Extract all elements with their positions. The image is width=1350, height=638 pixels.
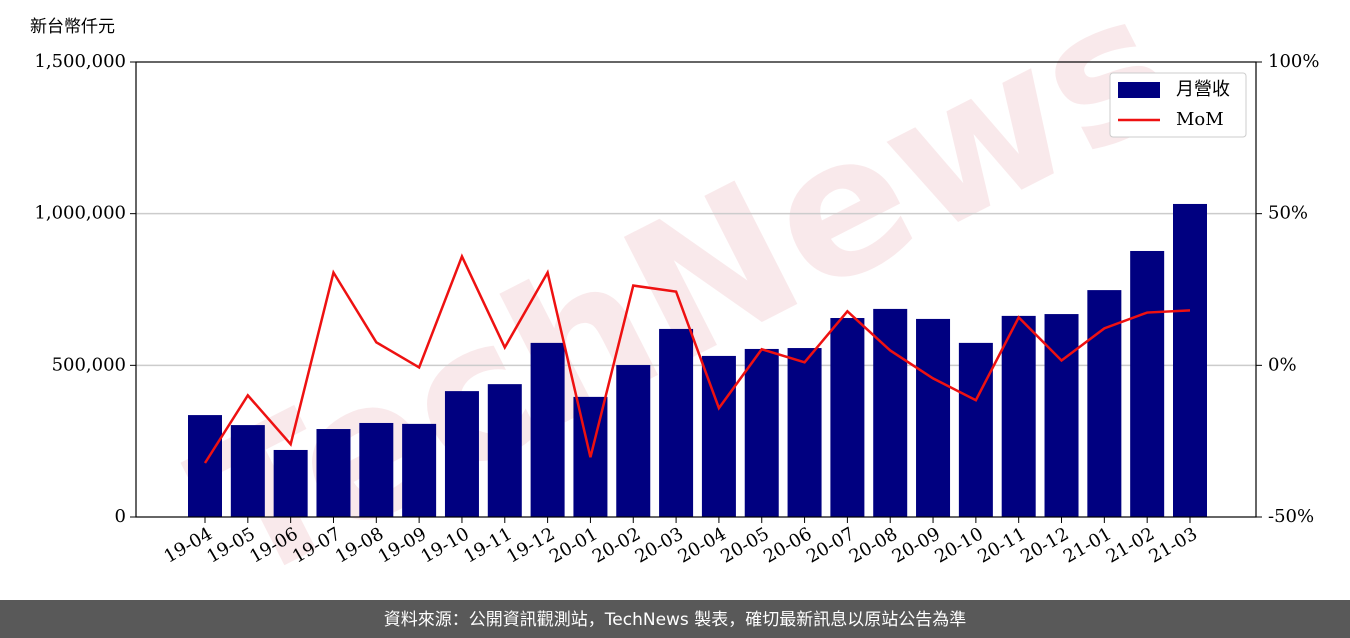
bar: [530, 342, 565, 517]
x-tick-label: 21-02: [1103, 523, 1158, 567]
y2-tick-label: -50%: [1268, 506, 1314, 527]
bar: [230, 425, 265, 517]
bar: [744, 348, 779, 517]
bar: [359, 422, 394, 517]
bar: [273, 449, 308, 517]
bar: [188, 415, 222, 517]
footer: 資料來源：公開資訊觀測站，TechNews 製表，確切最新訊息以原站公告為準: [384, 610, 966, 630]
x-tick-label: 19-04: [161, 523, 216, 567]
legend-swatch: [1118, 82, 1160, 98]
bar: [1001, 315, 1036, 517]
x-tick-label: 19-11: [460, 523, 515, 567]
y2-tick-label: 100%: [1268, 51, 1319, 72]
y-axis-unit: 新台幣仟元: [30, 17, 115, 37]
bar: [316, 429, 351, 517]
line: [203, 253, 1191, 464]
legend-label: 月營收: [1176, 79, 1230, 100]
bar: [701, 355, 736, 517]
bar: [1130, 250, 1165, 517]
bar: [1044, 314, 1079, 517]
x-tick-label: 20-02: [589, 523, 644, 567]
y-tick-label: 500,000: [52, 354, 126, 375]
plot-frame: [135, 61, 1257, 518]
y2-tick-label: 50%: [1268, 203, 1308, 224]
legend-label: MoM: [1176, 109, 1224, 130]
footer-band: [0, 600, 1350, 638]
bar: [616, 365, 651, 517]
x-tick-label: 20-09: [889, 523, 944, 567]
x-tick-label: 20-10: [931, 523, 986, 567]
x-tick-label: 20-08: [846, 523, 901, 567]
bar: [1173, 203, 1207, 517]
y2-tick-label: 0%: [1268, 354, 1297, 375]
x-tick-label: 21-03: [1146, 523, 1201, 567]
bar: [958, 342, 993, 517]
x-tick-label: 20-04: [674, 523, 729, 567]
y-tick-label: 1,500,000: [34, 51, 126, 72]
x-tick-label: 20-01: [546, 523, 601, 567]
x-tick-label: 20-12: [1017, 523, 1072, 567]
x-tick-label: 20-11: [974, 523, 1029, 567]
bar: [830, 318, 865, 517]
bar: [487, 384, 522, 517]
y-tick-label: 1,000,000: [34, 203, 126, 224]
bar: [787, 348, 822, 517]
x-tick-label: 20-07: [803, 523, 858, 567]
bar: [873, 308, 908, 517]
bar: [916, 318, 951, 517]
x-tick-label: 20-03: [632, 523, 687, 567]
x-tick-label: 20-06: [760, 523, 815, 567]
x-tick-label: 20-05: [717, 523, 772, 567]
x-tick-label: 19-12: [503, 523, 558, 567]
y-tick-label: 0: [115, 506, 126, 527]
bar: [659, 328, 694, 517]
bar: [444, 391, 479, 517]
x-tick-label: 21-01: [1060, 523, 1115, 567]
bar: [402, 423, 437, 517]
